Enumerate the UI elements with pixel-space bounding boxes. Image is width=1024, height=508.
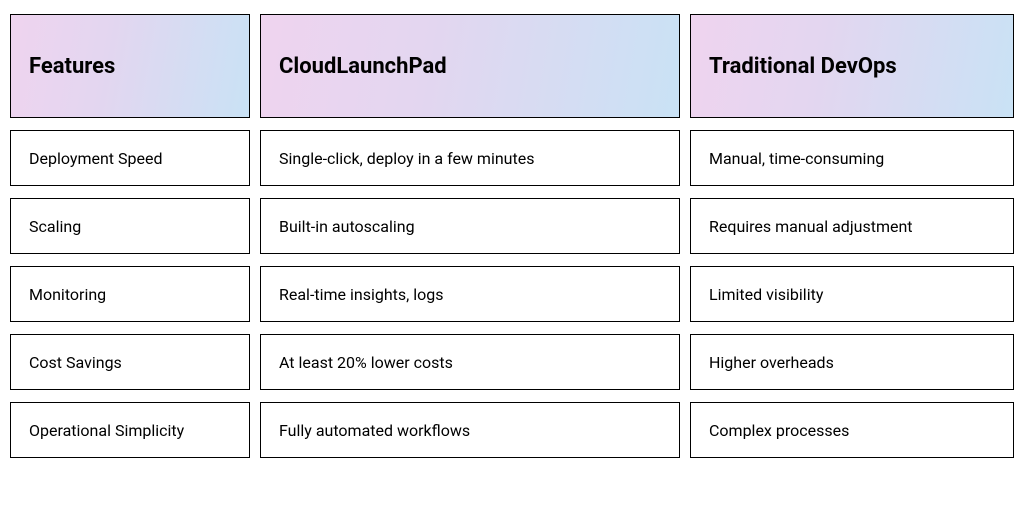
cell-text: Manual, time-consuming: [709, 149, 884, 168]
table-cell: Monitoring: [10, 266, 250, 322]
col-header-label: CloudLaunchPad: [279, 54, 447, 79]
table-cell: Single-click, deploy in a few minutes: [260, 130, 680, 186]
table-cell: Cost Savings: [10, 334, 250, 390]
table-cell: At least 20% lower costs: [260, 334, 680, 390]
cell-text: Built-in autoscaling: [279, 217, 415, 236]
cell-text: Single-click, deploy in a few minutes: [279, 149, 534, 168]
table-cell: Requires manual adjustment: [690, 198, 1014, 254]
table-cell: Scaling: [10, 198, 250, 254]
cell-text: Complex processes: [709, 421, 849, 440]
cell-text: At least 20% lower costs: [279, 353, 453, 372]
cell-text: Cost Savings: [29, 353, 122, 372]
cell-text: Scaling: [29, 217, 81, 236]
col-header-label: Traditional DevOps: [709, 54, 897, 79]
cell-text: Real-time insights, logs: [279, 285, 444, 304]
table-cell: Higher overheads: [690, 334, 1014, 390]
table-cell: Fully automated workflows: [260, 402, 680, 458]
col-header-label: Features: [29, 54, 115, 79]
table-cell: Complex processes: [690, 402, 1014, 458]
cell-text: Requires manual adjustment: [709, 217, 913, 236]
table-cell: Operational Simplicity: [10, 402, 250, 458]
table-cell: Real-time insights, logs: [260, 266, 680, 322]
table-cell: Built-in autoscaling: [260, 198, 680, 254]
col-header-cloudlaunchpad: CloudLaunchPad: [260, 14, 680, 118]
cell-text: Fully automated workflows: [279, 421, 470, 440]
table-cell: Manual, time-consuming: [690, 130, 1014, 186]
cell-text: Higher overheads: [709, 353, 834, 372]
table-cell: Deployment Speed: [10, 130, 250, 186]
cell-text: Deployment Speed: [29, 149, 162, 168]
col-header-features: Features: [10, 14, 250, 118]
comparison-table: Features CloudLaunchPad Traditional DevO…: [10, 14, 1014, 458]
cell-text: Monitoring: [29, 285, 106, 304]
cell-text: Limited visibility: [709, 285, 823, 304]
cell-text: Operational Simplicity: [29, 421, 184, 440]
table-cell: Limited visibility: [690, 266, 1014, 322]
col-header-traditional: Traditional DevOps: [690, 14, 1014, 118]
